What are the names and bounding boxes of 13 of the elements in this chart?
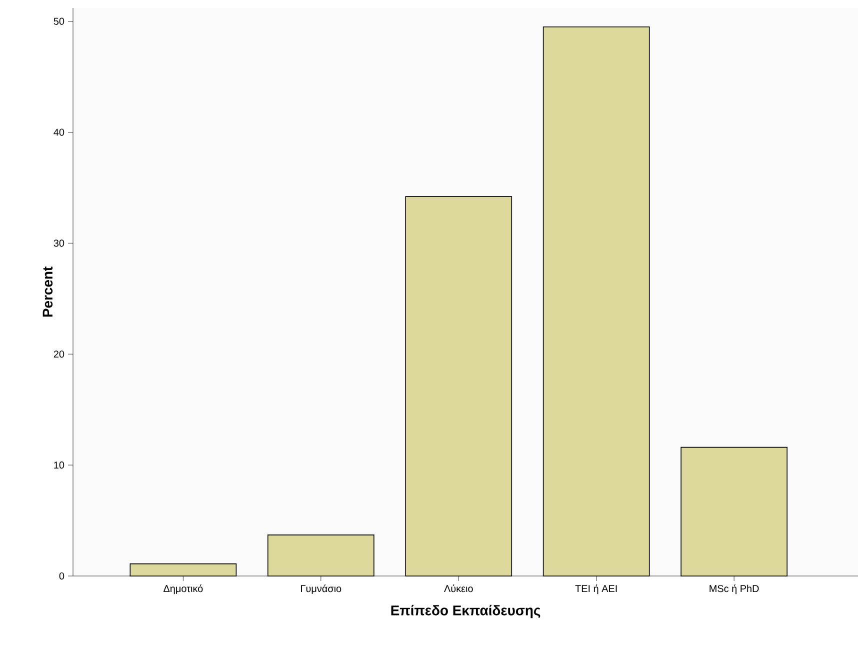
x-tick-label: ΤΕΙ ή ΑΕΙ [575,584,617,594]
x-tick-label: Γυμνάσιο [301,584,342,594]
y-tick-label: 10 [54,462,64,469]
x-axis-title: Επίπεδο Εκπαίδευσης [391,604,540,618]
x-tick-label: Δημοτικό [164,584,203,594]
x-tick-label: MSc ή PhD [710,584,759,594]
y-tick-label: 40 [54,128,64,136]
x-tick-label: Λύκειο [444,584,473,592]
y-tick-label: 30 [54,240,64,247]
y-tick-label: 50 [54,18,64,25]
y-tick-label: 0 [59,572,64,580]
y-axis-title: Percent [42,266,53,317]
y-tick-label: 20 [54,350,64,358]
